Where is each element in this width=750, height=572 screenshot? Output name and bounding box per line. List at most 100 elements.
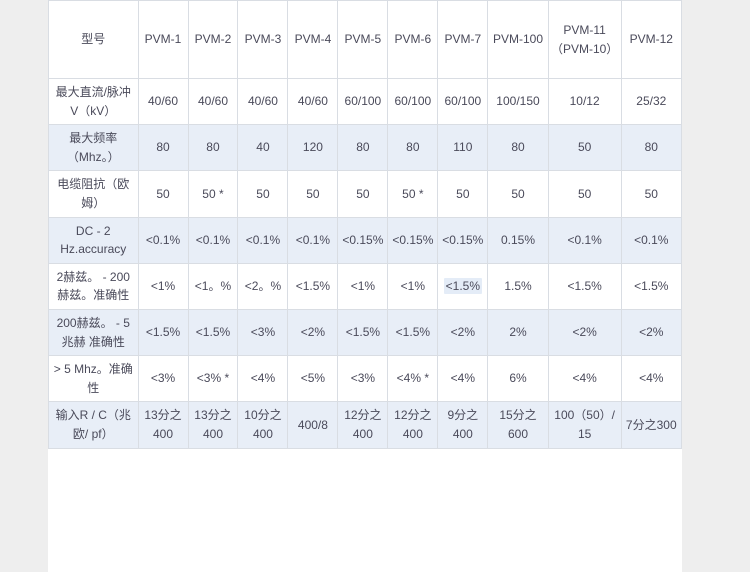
table-header-row: 型号 PVM-1 PVM-2 PVM-3 PVM-4 PVM-5 PVM-6 PVM-7 PVM… (48, 0, 683, 79)
cell-max-frequency-pvm2: 80 (187, 124, 239, 172)
cell-cable-impedance-pvm3: 50 (237, 170, 289, 218)
cell-input-rc-pvm11: 100（50）/ 15 (547, 401, 622, 449)
cell-200hz-5mhz-accuracy-pvm6: <1.5% (387, 308, 439, 357)
cell-2hz-200hz-accuracy-pvm11: <1.5% (547, 262, 622, 310)
cell-above-5mhz-accuracy-pvm1: <3% (137, 355, 189, 403)
row-label-input-rc: 输入R / C（兆欧/ pf） (48, 401, 139, 449)
cell-2hz-200hz-accuracy-pvm7: <1.5% (437, 262, 489, 310)
cell-200hz-5mhz-accuracy-pvm12: <2% (620, 308, 683, 357)
cell-200hz-5mhz-accuracy-pvm2: <1.5% (187, 308, 239, 357)
cell-max-dc-pulse-voltage-pvm11: 10/12 (547, 77, 622, 126)
cell-above-5mhz-accuracy-pvm5: <3% (337, 355, 389, 403)
cell-200hz-5mhz-accuracy-pvm3: <3% (237, 308, 289, 357)
cell-200hz-5mhz-accuracy-pvm7: <2% (437, 308, 489, 357)
cell-cable-impedance-pvm12: 50 (620, 170, 683, 218)
table-row: 电缆阻抗（欧姆） 50 50 * 50 50 50 50 * 50 50 50 50 (48, 170, 683, 218)
cell-dc-2hz-accuracy-pvm5: <0.15% (337, 216, 389, 264)
cell-input-rc-pvm100: 15分之600 (487, 401, 549, 449)
cell-max-dc-pulse-voltage-pvm1: 40/60 (137, 77, 189, 126)
cell-max-dc-pulse-voltage-pvm3: 40/60 (237, 77, 289, 126)
cell-max-frequency-pvm5: 80 (337, 124, 389, 172)
table-row: DC - 2 Hz.accuracy <0.1% <0.1% <0.1% <0.1% <0… (48, 216, 683, 264)
cell-max-frequency-pvm3: 40 (237, 124, 289, 172)
row-label-200hz-5mhz-accuracy: 200赫兹。 - 5兆赫 准确性 (48, 308, 139, 357)
table-body: 型号 PVM-1 PVM-2 PVM-3 PVM-4 PVM-5 PVM-6 PVM-7 PVM… (48, 0, 683, 449)
row-label-above-5mhz-accuracy: > 5 Mhz。准确性 (48, 355, 139, 403)
cell-input-rc-pvm12: 7分之300 (620, 401, 683, 449)
cell-input-rc-pvm3: 10分之400 (237, 401, 289, 449)
column-header-pvm6: PVM-6 (387, 0, 439, 79)
cell-input-rc-pvm7: 9分之400 (437, 401, 489, 449)
table-row: 最大直流/脉冲 V（kV） 40/60 40/60 40/60 40/60 60/100 6… (48, 77, 683, 126)
cell-input-rc-pvm4: 400/8 (287, 401, 339, 449)
cell-dc-2hz-accuracy-pvm4: <0.1% (287, 216, 339, 264)
table-row: 最大频率（Mhz。） 80 80 40 120 80 80 110 80 50 80 (48, 124, 683, 172)
cell-max-dc-pulse-voltage-pvm2: 40/60 (187, 77, 239, 126)
cell-cable-impedance-pvm1: 50 (137, 170, 189, 218)
cell-dc-2hz-accuracy-pvm7: <0.15% (437, 216, 489, 264)
cell-dc-2hz-accuracy-pvm2: <0.1% (187, 216, 239, 264)
cell-2hz-200hz-accuracy-pvm6: <1% (387, 262, 439, 310)
cell-200hz-5mhz-accuracy-pvm4: <2% (287, 308, 339, 357)
column-header-pvm4: PVM-4 (287, 0, 339, 79)
cell-dc-2hz-accuracy-pvm3: <0.1% (237, 216, 289, 264)
table-row: 2赫兹。 - 200赫兹。准确性 <1% <1。% <2。% <1.5% <1% <1% <1… (48, 262, 683, 310)
cell-above-5mhz-accuracy-pvm100: 6% (487, 355, 549, 403)
row-label-dc-2hz-accuracy: DC - 2 Hz.accuracy (48, 216, 139, 264)
selected-cell-text: <1.5% (443, 278, 482, 295)
cell-max-frequency-pvm6: 80 (387, 124, 439, 172)
cell-input-rc-pvm1: 13分之400 (137, 401, 189, 449)
cell-dc-2hz-accuracy-pvm12: <0.1% (620, 216, 683, 264)
cell-max-dc-pulse-voltage-pvm4: 40/60 (287, 77, 339, 126)
cell-above-5mhz-accuracy-pvm3: <4% (237, 355, 289, 403)
cell-2hz-200hz-accuracy-pvm1: <1% (137, 262, 189, 310)
cell-max-dc-pulse-voltage-pvm6: 60/100 (387, 77, 439, 126)
cell-above-5mhz-accuracy-pvm12: <4% (620, 355, 683, 403)
cell-2hz-200hz-accuracy-pvm100: 1.5% (487, 262, 549, 310)
header-row-label: 型号 (48, 0, 139, 79)
cell-input-rc-pvm6: 12分之400 (387, 401, 439, 449)
cell-max-dc-pulse-voltage-pvm12: 25/32 (620, 77, 683, 126)
cell-max-dc-pulse-voltage-pvm7: 60/100 (437, 77, 489, 126)
column-header-pvm5: PVM-5 (337, 0, 389, 79)
cell-dc-2hz-accuracy-pvm11: <0.1% (547, 216, 622, 264)
specification-table: 型号 PVM-1 PVM-2 PVM-3 PVM-4 PVM-5 PVM-6 PVM-7 PVM… (48, 0, 683, 449)
cell-above-5mhz-accuracy-pvm11: <4% (547, 355, 622, 403)
row-label-max-dc-pulse-voltage: 最大直流/脉冲 V（kV） (48, 77, 139, 126)
row-label-max-frequency: 最大频率（Mhz。） (48, 124, 139, 172)
cell-max-frequency-pvm12: 80 (620, 124, 683, 172)
cell-2hz-200hz-accuracy-pvm4: <1.5% (287, 262, 339, 310)
cell-above-5mhz-accuracy-pvm2: <3% * (187, 355, 239, 403)
cell-above-5mhz-accuracy-pvm4: <5% (287, 355, 339, 403)
column-header-pvm1: PVM-1 (137, 0, 189, 79)
cell-cable-impedance-pvm4: 50 (287, 170, 339, 218)
cell-max-dc-pulse-voltage-pvm100: 100/150 (487, 77, 549, 126)
cell-above-5mhz-accuracy-pvm7: <4% (437, 355, 489, 403)
cell-200hz-5mhz-accuracy-pvm1: <1.5% (137, 308, 189, 357)
cell-cable-impedance-pvm11: 50 (547, 170, 622, 218)
row-label-2hz-200hz-accuracy: 2赫兹。 - 200赫兹。准确性 (48, 262, 139, 310)
cell-200hz-5mhz-accuracy-pvm100: 2% (487, 308, 549, 357)
cell-dc-2hz-accuracy-pvm100: 0.15% (487, 216, 549, 264)
content-panel: 型号 PVM-1 PVM-2 PVM-3 PVM-4 PVM-5 PVM-6 PVM-7 PVM… (48, 0, 683, 572)
cell-cable-impedance-pvm100: 50 (487, 170, 549, 218)
cell-cable-impedance-pvm7: 50 (437, 170, 489, 218)
column-header-pvm11: PVM-11（PVM-10） (547, 0, 622, 79)
cell-2hz-200hz-accuracy-pvm12: <1.5% (620, 262, 683, 310)
column-header-pvm7: PVM-7 (437, 0, 489, 79)
column-header-pvm2: PVM-2 (187, 0, 239, 79)
column-header-pvm12: PVM-12 (620, 0, 683, 79)
table-row: 输入R / C（兆欧/ pf） 13分之400 13分之400 10分之400 400/… (48, 401, 683, 449)
cell-cable-impedance-pvm6: 50 * (387, 170, 439, 218)
column-header-pvm3: PVM-3 (237, 0, 289, 79)
cell-max-frequency-pvm4: 120 (287, 124, 339, 172)
cell-200hz-5mhz-accuracy-pvm5: <1.5% (337, 308, 389, 357)
cell-input-rc-pvm2: 13分之400 (187, 401, 239, 449)
cell-2hz-200hz-accuracy-pvm2: <1。% (187, 262, 239, 310)
cell-2hz-200hz-accuracy-pvm3: <2。% (237, 262, 289, 310)
cell-max-dc-pulse-voltage-pvm5: 60/100 (337, 77, 389, 126)
table-row: 200赫兹。 - 5兆赫 准确性 <1.5% <1.5% <3% <2% <1.5% <1.… (48, 308, 683, 357)
table-row: > 5 Mhz。准确性 <3% <3% * <4% <5% <3% <4% * <4% 6% <4… (48, 355, 683, 403)
column-header-pvm100: PVM-100 (487, 0, 549, 79)
